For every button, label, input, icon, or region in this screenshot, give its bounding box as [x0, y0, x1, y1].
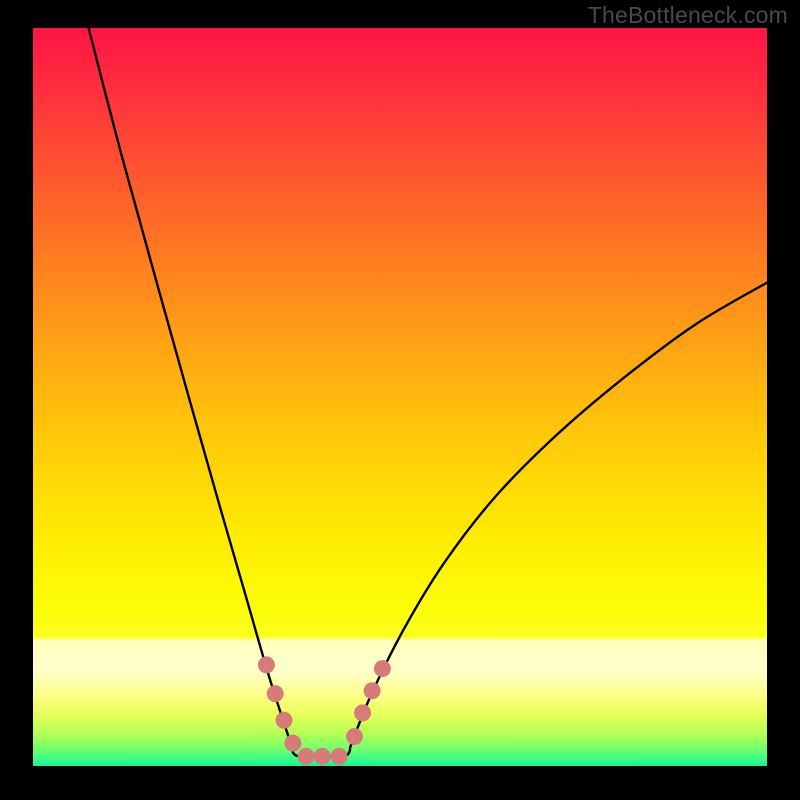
highlight-dot: [346, 728, 363, 745]
highlight-dot: [331, 748, 348, 765]
bottleneck-curve: [83, 6, 767, 757]
highlight-dot: [284, 735, 301, 752]
highlight-dot: [364, 682, 381, 699]
highlight-dot: [267, 685, 284, 702]
highlight-dot: [374, 660, 391, 677]
highlight-dot: [276, 712, 293, 729]
highlight-dot: [298, 748, 315, 765]
highlight-dot: [258, 656, 275, 673]
watermark-text: TheBottleneck.com: [588, 2, 788, 29]
highlight-dot: [314, 748, 331, 765]
highlight-dot: [354, 704, 371, 721]
curve-overlay: [0, 0, 800, 800]
